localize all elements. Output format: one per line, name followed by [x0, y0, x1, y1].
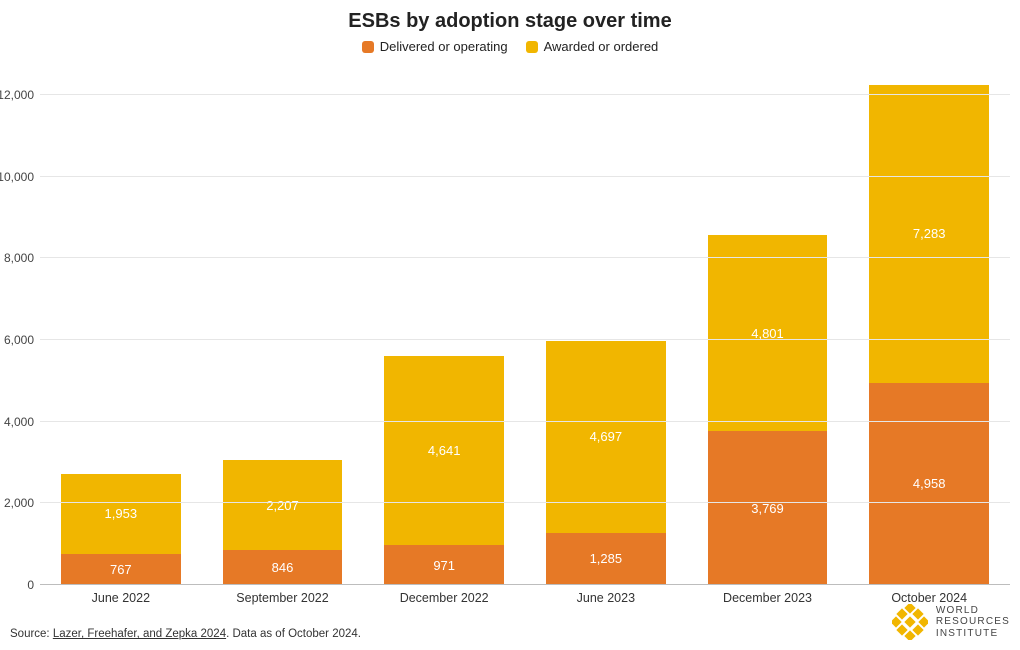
y-axis-tick-label: 4,000 [4, 415, 34, 429]
bar-segment-delivered: 846 [223, 550, 343, 585]
bar-segment-delivered: 3,769 [708, 431, 828, 585]
bar-slot: 4,6971,285June 2023 [525, 95, 687, 585]
bar-slot: 4,641971December 2022 [363, 95, 525, 585]
bar-slot: 4,8013,769December 2023 [687, 95, 849, 585]
x-axis-label: September 2022 [236, 591, 328, 605]
bar-value-label: 4,697 [590, 429, 623, 444]
legend-item-awarded: Awarded or ordered [526, 39, 659, 54]
x-axis-label: October 2024 [891, 591, 967, 605]
wri-logo-text-line: INSTITUTE [936, 628, 1010, 640]
gridline [40, 176, 1010, 177]
bar-value-label: 2,207 [266, 498, 299, 513]
source-link[interactable]: Lazer, Freehafer, and Zepka 2024 [53, 628, 226, 640]
bar-value-label: 4,958 [913, 476, 946, 491]
gridline [40, 257, 1010, 258]
bar-segment-awarded: 7,283 [869, 85, 989, 382]
wri-logo-text-line: RESOURCES [936, 616, 1010, 628]
gridline [40, 339, 1010, 340]
bar-stack: 4,697 1,285 [546, 341, 666, 585]
source-line: Source: Lazer, Freehafer, and Zepka 2024… [10, 628, 361, 640]
source-prefix: Source: [10, 628, 53, 640]
bar-value-label: 7,283 [913, 226, 946, 241]
bar-segment-awarded: 4,801 [708, 235, 828, 431]
bar-stack: 7,283 4,958 [869, 85, 989, 585]
bar-slot: 1,953767June 2022 [40, 95, 202, 585]
y-axis-tick-label: 0 [27, 578, 34, 592]
legend-label: Awarded or ordered [544, 39, 659, 54]
bar-segment-awarded: 2,207 [223, 460, 343, 550]
x-axis-label: December 2023 [723, 591, 812, 605]
bar-value-label: 4,641 [428, 443, 461, 458]
gridline [40, 421, 1010, 422]
bar-segment-awarded: 4,641 [384, 356, 504, 546]
bar-value-label: 971 [433, 558, 455, 573]
y-axis-tick-label: 12,000 [0, 88, 34, 102]
y-axis-tick-label: 10,000 [0, 170, 34, 184]
bar-segment-delivered: 971 [384, 545, 504, 585]
axis-baseline [40, 584, 1010, 585]
legend-swatch-icon [362, 41, 374, 53]
bar-segment-awarded: 4,697 [546, 341, 666, 533]
y-axis-tick-label: 8,000 [4, 251, 34, 265]
x-axis-label: June 2022 [92, 591, 150, 605]
bar-segment-delivered: 767 [61, 554, 181, 585]
bar-value-label: 1,953 [105, 506, 138, 521]
x-axis-label: June 2023 [577, 591, 635, 605]
bar-stack: 1,953 767 [61, 474, 181, 585]
bar-stack: 4,641 971 [384, 356, 504, 585]
chart-title: ESBs by adoption stage over time [0, 0, 1020, 33]
bar-slot: 2,207846September 2022 [202, 95, 364, 585]
x-axis-label: December 2022 [400, 591, 489, 605]
wri-logo: WORLDRESOURCESINSTITUTE [892, 604, 1010, 640]
gridline [40, 94, 1010, 95]
bar-value-label: 846 [272, 560, 294, 575]
wri-logo-mark-icon [892, 604, 928, 640]
footer: Source: Lazer, Freehafer, and Zepka 2024… [10, 604, 1010, 640]
wri-logo-text-line: WORLD [936, 605, 1010, 617]
legend-swatch-icon [526, 41, 538, 53]
bar-slot: 7,2834,958October 2024 [848, 95, 1010, 585]
bar-segment-delivered: 4,958 [869, 383, 989, 585]
bar-segment-awarded: 1,953 [61, 474, 181, 554]
y-axis-tick-label: 2,000 [4, 496, 34, 510]
bar-segment-delivered: 1,285 [546, 533, 666, 585]
bar-value-label: 1,285 [590, 551, 623, 566]
y-axis-tick-label: 6,000 [4, 333, 34, 347]
legend-label: Delivered or operating [380, 39, 508, 54]
bar-stack: 2,207 846 [223, 460, 343, 585]
bar-stack: 4,8013,769 [708, 235, 828, 585]
gridline [40, 502, 1010, 503]
wri-logo-text: WORLDRESOURCESINSTITUTE [936, 605, 1010, 640]
legend: Delivered or operating Awarded or ordered [0, 39, 1020, 54]
legend-item-delivered: Delivered or operating [362, 39, 508, 54]
bar-value-label: 767 [110, 562, 132, 577]
plot-area: 1,953767June 20222,207846September 20224… [40, 95, 1010, 585]
source-suffix: . Data as of October 2024. [226, 628, 361, 640]
